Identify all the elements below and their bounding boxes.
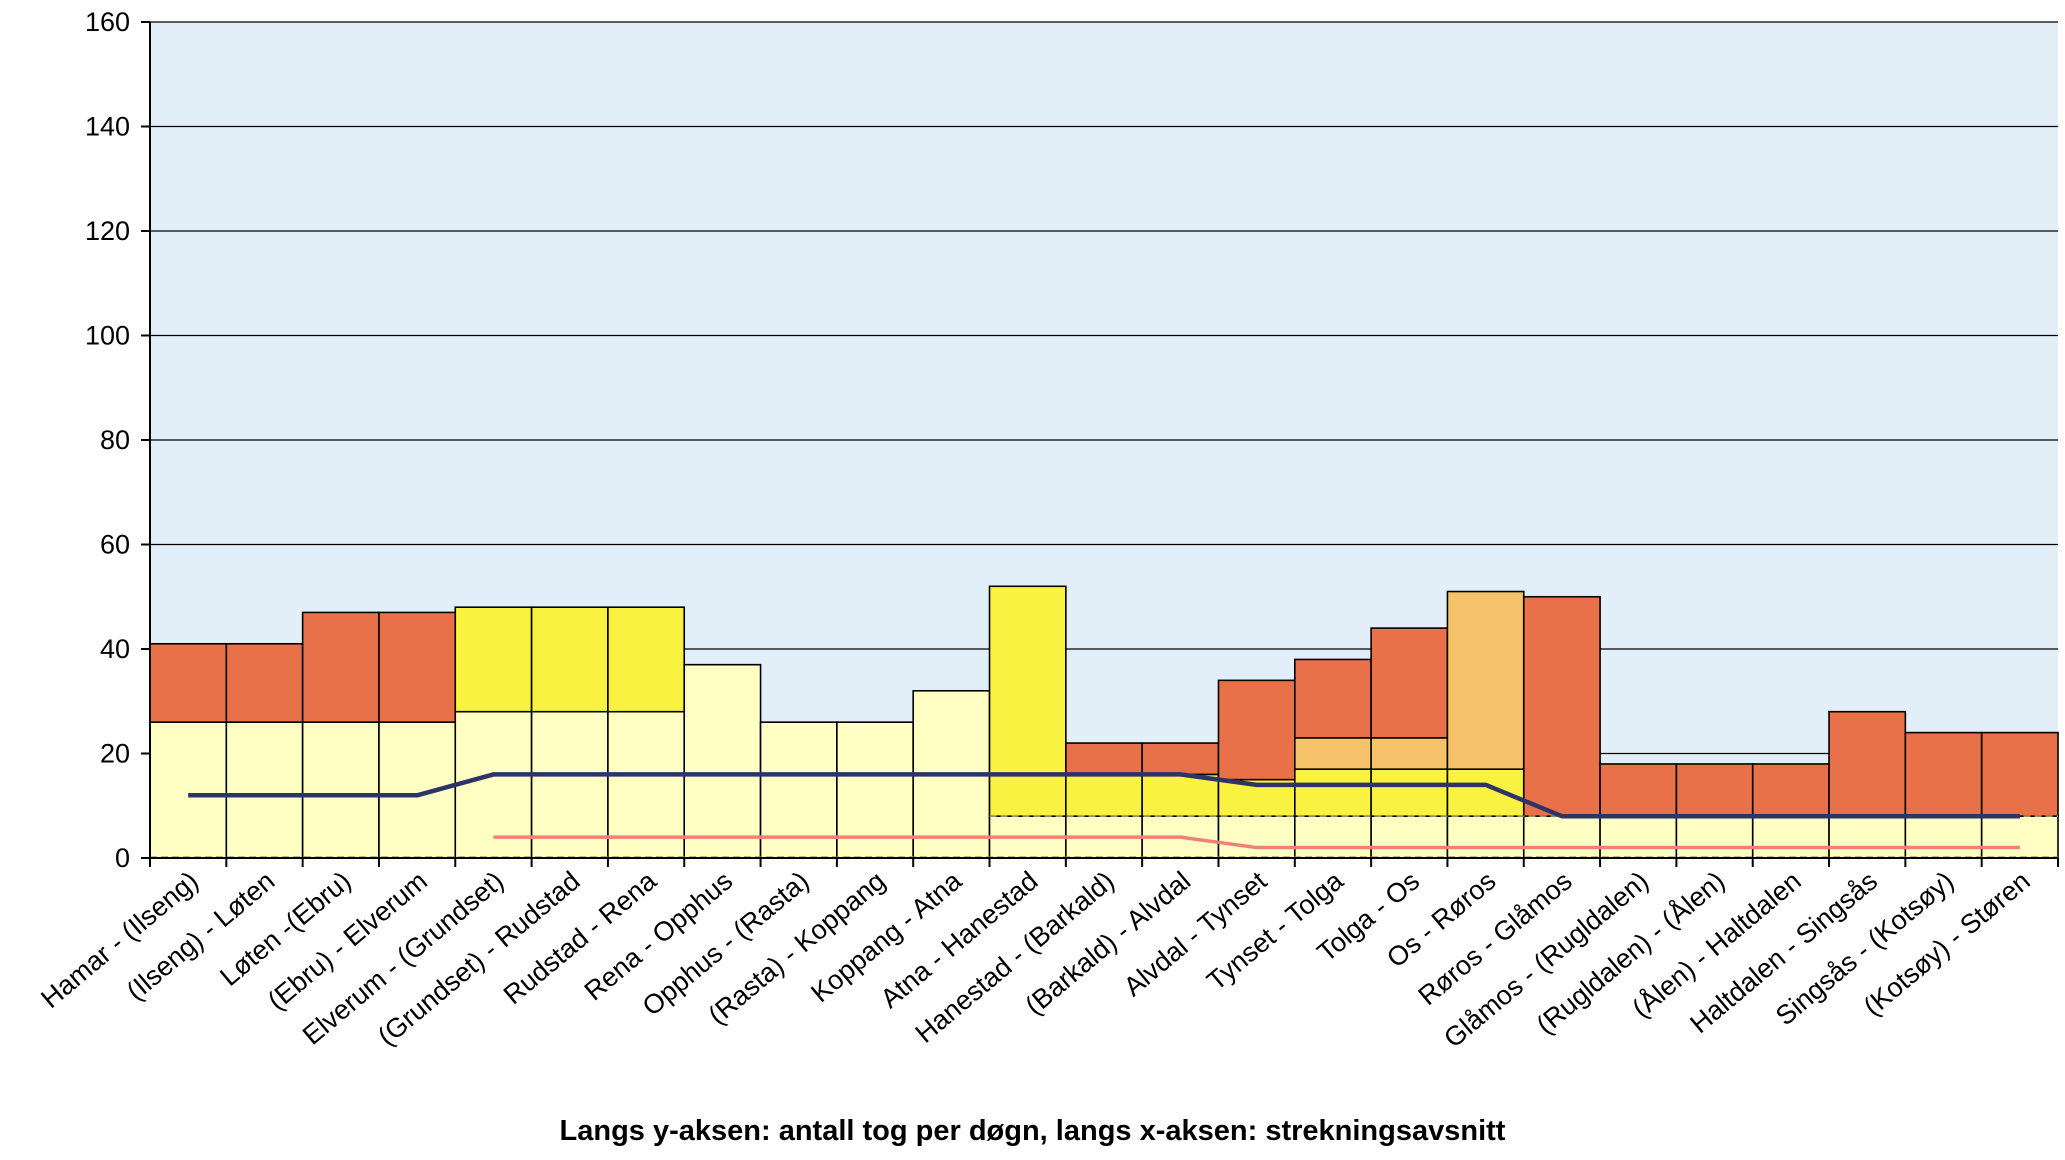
bar-7-segment-0 [683,663,762,859]
bar-6-segment-1 [607,606,686,713]
bar-18-segment-1 [1522,595,1601,817]
bar-12-segment-2 [1065,742,1143,776]
y-tick-label-60: 60 [100,530,130,560]
bar-17-segment-0 [1446,815,1525,859]
bar-1-segment-0 [225,721,304,859]
bar-17-segment-1 [1446,768,1525,817]
bar-24-segment-1 [1980,731,2059,817]
bar-4-segment-1 [454,606,533,713]
bar-21-segment-0 [1751,815,1830,859]
bar-0-segment-1 [149,642,228,723]
y-tick-label-80: 80 [100,425,130,455]
bar-4-segment-0 [454,710,533,859]
bar-20-segment-0 [1675,815,1754,859]
y-tick-label-20: 20 [100,739,130,769]
bar-13-segment-1 [1141,773,1220,818]
bar-1-segment-1 [225,642,304,723]
bar-19-segment-0 [1599,815,1678,859]
axes [141,21,2059,867]
bar-11-segment-1 [988,585,1067,817]
bar-24-segment-0 [1980,815,2059,859]
bar-21-segment-1 [1751,763,1830,818]
bar-16-segment-2 [1370,737,1449,770]
bar-15-segment-2 [1294,737,1372,770]
bar-5-segment-0 [530,710,609,859]
bar-15-segment-1 [1294,768,1372,817]
series-line-1 [493,835,2020,850]
bar-14-segment-0 [1217,815,1296,859]
bar-17-segment-2 [1446,590,1525,770]
bar-2-segment-1 [301,611,380,723]
y-tick-label-40: 40 [100,634,130,664]
bar-0-segment-0 [149,721,228,859]
bar-16-segment-1 [1370,768,1449,817]
x-axis-label: Langs y-aksen: antall tog per døgn, lang… [559,1115,1506,1147]
bar-15-segment-3 [1294,658,1372,739]
y-tick-label-140: 140 [85,112,130,142]
bar-23-segment-0 [1904,815,1983,859]
series-lines [188,772,2020,850]
bar-6-segment-0 [607,710,686,859]
y-tick-label-120: 120 [85,216,130,246]
bar-13-segment-2 [1141,742,1220,776]
bar-16-segment-3 [1370,627,1449,739]
bar-12-segment-1 [1065,773,1143,818]
bar-22-segment-0 [1828,815,1907,859]
bars [149,585,2059,859]
bar-5-segment-1 [530,606,609,713]
y-tick-label-160: 160 [85,7,130,37]
series-line-0 [188,772,2020,819]
bar-14-segment-2 [1217,679,1296,781]
bar-23-segment-1 [1904,731,1983,817]
bar-22-segment-1 [1828,710,1907,818]
bar-3-segment-1 [378,611,457,723]
y-tick-labels: 0 20 40 60 80 100 120 140 160 [85,7,130,873]
bar-19-segment-1 [1599,763,1678,818]
bar-2-segment-0 [301,721,380,859]
bar-18-segment-0 [1522,815,1601,859]
bar-20-segment-1 [1675,763,1754,818]
y-tick-label-100: 100 [85,321,130,351]
bar-15-segment-0 [1294,815,1372,859]
y-tick-label-0: 0 [115,843,130,873]
bar-16-segment-0 [1370,815,1449,859]
